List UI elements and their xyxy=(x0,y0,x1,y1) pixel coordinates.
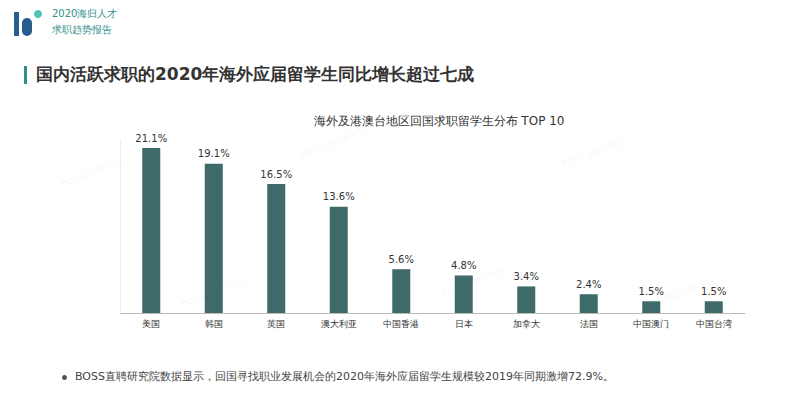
svg-text:19.1%: 19.1% xyxy=(198,148,230,159)
svg-text:21.1%: 21.1% xyxy=(135,133,167,144)
svg-text:法国: 法国 xyxy=(580,319,598,329)
svg-text:英国: 英国 xyxy=(267,319,285,329)
svg-text:中国澳门: 中国澳门 xyxy=(633,319,669,329)
svg-text:美国: 美国 xyxy=(142,319,160,329)
svg-text:3.4%: 3.4% xyxy=(514,271,539,282)
svg-text:中国香港: 中国香港 xyxy=(383,319,419,329)
svg-text:13.6%: 13.6% xyxy=(323,191,355,202)
svg-text:BOSS直聘研究院: BOSS直聘研究院 xyxy=(560,136,629,169)
svg-text:2.4%: 2.4% xyxy=(576,279,601,290)
svg-text:中国台湾: 中国台湾 xyxy=(696,319,732,329)
svg-text:国内活跃求职的2020年海外应届留学生同比增长超过七成: 国内活跃求职的2020年海外应届留学生同比增长超过七成 xyxy=(36,64,474,84)
svg-text:韩国: 韩国 xyxy=(205,319,223,329)
svg-text:BOSS直聘研究院: BOSS直聘研究院 xyxy=(300,126,369,159)
svg-text:加拿大: 加拿大 xyxy=(513,319,540,329)
svg-text:BOSS直聘研究院: BOSS直聘研究院 xyxy=(179,275,249,309)
svg-text:求职趋势报告: 求职趋势报告 xyxy=(52,24,112,35)
svg-text:BOSS直聘研究院: BOSS直聘研究院 xyxy=(60,156,129,189)
svg-text:4.8%: 4.8% xyxy=(451,260,476,271)
svg-text:日本: 日本 xyxy=(455,319,473,329)
svg-text:澳大利亚: 澳大利亚 xyxy=(321,319,357,329)
svg-text:BOSS直聘研究院数据显示，回国寻找职业发展机会的2020年: BOSS直聘研究院数据显示，回国寻找职业发展机会的2020年海外应届留学生规模较… xyxy=(75,370,614,383)
svg-text:5.6%: 5.6% xyxy=(389,254,414,265)
svg-text:BOSS直聘研究院: BOSS直聘研究院 xyxy=(439,265,509,299)
svg-text:1.5%: 1.5% xyxy=(639,286,664,297)
svg-text:海外及港澳台地区回国求职留学生分布 TOP 10: 海外及港澳台地区回国求职留学生分布 TOP 10 xyxy=(314,114,565,128)
svg-text:1.5%: 1.5% xyxy=(701,286,726,297)
svg-text:2020海归人才: 2020海归人才 xyxy=(52,8,117,19)
svg-text:16.5%: 16.5% xyxy=(260,169,292,180)
